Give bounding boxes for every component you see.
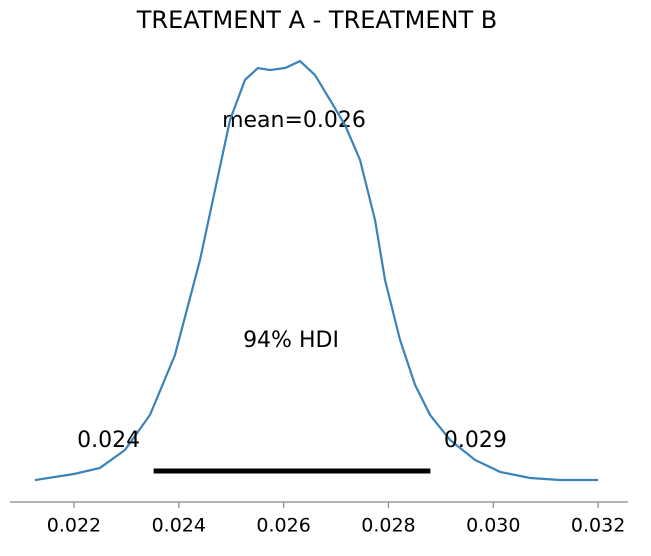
x-tick-label: 0.022 xyxy=(47,515,101,537)
x-tick-label: 0.032 xyxy=(571,515,625,537)
mean-label: mean=0.026 xyxy=(222,108,366,133)
density-line xyxy=(34,59,599,482)
hdi-high-label: 0.029 xyxy=(444,428,507,453)
x-tick-label: 0.026 xyxy=(256,515,310,537)
x-tick-label: 0.030 xyxy=(466,515,520,537)
hdi-label: 94% HDI xyxy=(243,328,339,353)
x-tick-label: 0.024 xyxy=(152,515,206,537)
x-tick-label: 0.028 xyxy=(361,515,415,537)
hdi-low-label: 0.024 xyxy=(77,428,140,453)
chart-title: TREATMENT A - TREATMENT B xyxy=(136,6,497,34)
